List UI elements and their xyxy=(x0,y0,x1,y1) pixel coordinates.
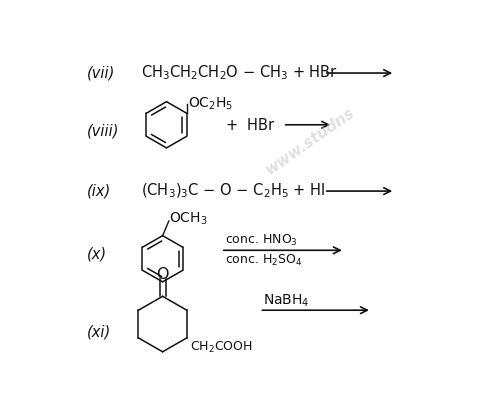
Text: conc. HNO$_3$: conc. HNO$_3$ xyxy=(225,233,297,248)
Text: www.studns: www.studns xyxy=(262,105,357,177)
Text: OC$_2$H$_5$: OC$_2$H$_5$ xyxy=(188,96,234,112)
Text: (vii): (vii) xyxy=(87,66,115,81)
Text: NaBH$_4$: NaBH$_4$ xyxy=(263,293,310,309)
Text: $+$  HBr: $+$ HBr xyxy=(225,117,275,133)
Text: (ix): (ix) xyxy=(87,184,111,199)
Text: (x): (x) xyxy=(87,247,107,262)
Text: CH$_2$COOH: CH$_2$COOH xyxy=(190,340,252,355)
Text: (xi): (xi) xyxy=(87,324,111,339)
Text: (viii): (viii) xyxy=(87,123,119,139)
Text: conc. H$_2$SO$_4$: conc. H$_2$SO$_4$ xyxy=(225,253,302,268)
Text: CH$_3$CH$_2$CH$_2$O $-$ CH$_3$ + HBr: CH$_3$CH$_2$CH$_2$O $-$ CH$_3$ + HBr xyxy=(141,64,338,82)
Text: (CH$_3$)$_3$C $-$ O $-$ C$_2$H$_5$ + HI: (CH$_3$)$_3$C $-$ O $-$ C$_2$H$_5$ + HI xyxy=(141,182,325,200)
Text: OCH$_3$: OCH$_3$ xyxy=(169,210,207,227)
Text: O: O xyxy=(156,267,169,281)
